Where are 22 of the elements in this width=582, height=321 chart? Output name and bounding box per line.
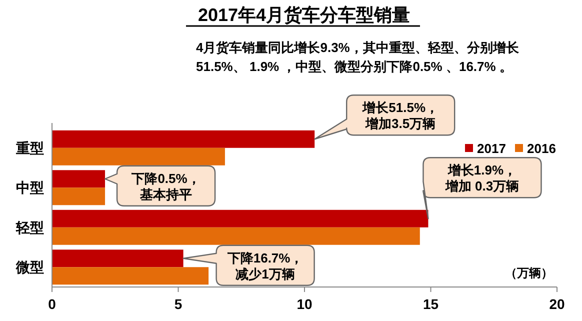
bar xyxy=(52,188,106,206)
annotation: 增长51.5%，增加3.5万辆 xyxy=(362,100,439,132)
annotation: 下降16.7%，减少1万辆 xyxy=(226,250,304,282)
x-tick-label: 15 xyxy=(422,296,439,312)
legend-label: 2017 xyxy=(477,141,506,156)
x-tick-label: 10 xyxy=(296,296,312,312)
chart-title: 2017年4月货车分车型销量 xyxy=(198,5,410,25)
y-tick-label: 微型 xyxy=(15,259,44,276)
chart-subtitle: 4月货车销量同比增长9.3%，其中重型、轻型、分别增长 51.5%、 1.9% ，中型、微型分别下降0.5% 、16.7% 。 xyxy=(196,40,520,74)
annotation: 增长1.9%，增加 0.3万辆 xyxy=(444,162,520,194)
bar xyxy=(52,227,420,245)
bar xyxy=(52,210,428,228)
x-tick-label: 5 xyxy=(174,296,182,312)
bar xyxy=(52,170,106,188)
x-tick-label: 20 xyxy=(549,296,565,312)
legend-label: 2016 xyxy=(527,141,556,156)
x-tick-label: 0 xyxy=(48,296,56,312)
x-axis-title: （万辆） xyxy=(505,266,553,280)
annotation: 下降0.5%，基本持平 xyxy=(130,170,200,202)
y-tick-label: 轻型 xyxy=(15,219,44,236)
y-tick-label: 中型 xyxy=(16,180,44,196)
y-tick-label: 重型 xyxy=(15,140,44,156)
